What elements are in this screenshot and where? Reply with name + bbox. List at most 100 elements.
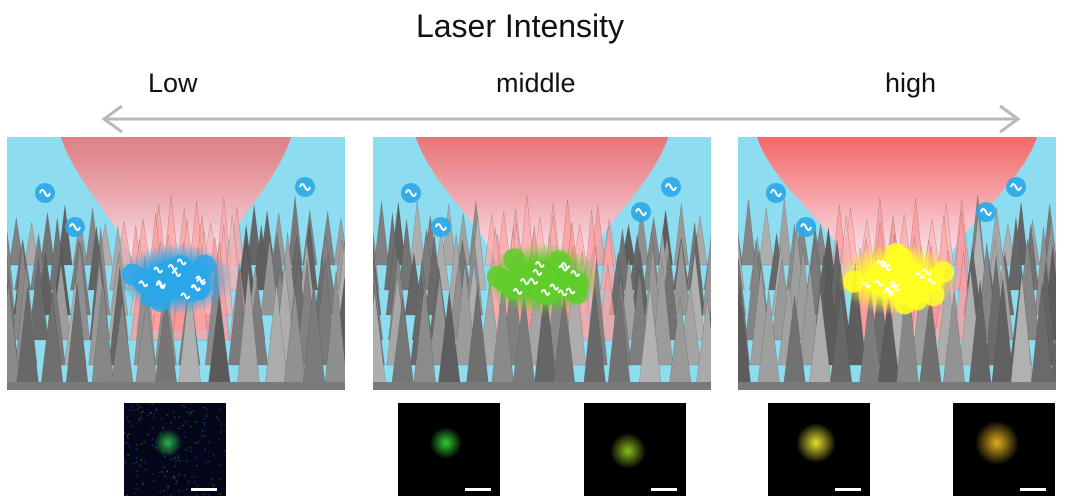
- noise-pixel: [178, 490, 180, 492]
- micrograph-low: [124, 403, 226, 496]
- molecule-blob: [906, 283, 928, 305]
- noise-pixel: [144, 461, 146, 463]
- noise-pixel: [196, 465, 198, 467]
- noise-pixel: [136, 449, 138, 451]
- noise-pixel: [186, 489, 188, 491]
- noise-pixel: [153, 417, 155, 419]
- noise-pixel: [218, 419, 220, 421]
- panel-middle: [373, 137, 711, 390]
- free-molecule: [431, 217, 451, 237]
- noise-pixel: [205, 448, 207, 450]
- noise-pixel: [166, 471, 168, 473]
- noise-pixel: [182, 405, 184, 407]
- noise-pixel: [126, 495, 128, 496]
- free-molecule: [65, 217, 85, 237]
- noise-pixel: [140, 459, 142, 461]
- noise-pixel: [142, 484, 144, 486]
- noise-pixel: [208, 495, 210, 496]
- noise-pixel: [124, 432, 126, 434]
- noise-pixel: [141, 443, 143, 445]
- noise-pixel: [184, 406, 186, 408]
- noise-pixel: [136, 462, 138, 464]
- fluorescence-spot: [430, 427, 462, 459]
- free-molecule: [796, 217, 816, 237]
- fluorescence-spot: [796, 423, 836, 463]
- noise-pixel: [136, 471, 138, 473]
- noise-pixel: [125, 462, 127, 464]
- noise-pixel: [182, 425, 184, 427]
- noise-pixel: [184, 475, 186, 477]
- noise-pixel: [171, 459, 173, 461]
- trapped-cluster: [119, 243, 234, 315]
- noise-pixel: [205, 462, 207, 464]
- noise-pixel: [202, 430, 204, 432]
- noise-pixel: [185, 436, 187, 438]
- noise-pixel: [213, 454, 215, 456]
- free-molecule: [976, 202, 996, 222]
- noise-pixel: [152, 438, 154, 440]
- noise-pixel: [162, 427, 164, 429]
- scale-bar: [835, 488, 861, 491]
- micrograph-middle-1-image: [398, 403, 500, 496]
- noise-pixel: [173, 477, 175, 479]
- noise-pixel: [139, 406, 141, 408]
- noise-pixel: [143, 482, 145, 484]
- free-molecule: [35, 183, 55, 203]
- noise-pixel: [177, 457, 179, 459]
- noise-pixel: [129, 446, 131, 448]
- noise-pixel: [187, 411, 189, 413]
- molecule-blob: [503, 248, 525, 270]
- noise-pixel: [127, 435, 129, 437]
- noise-pixel: [173, 476, 175, 478]
- noise-pixel: [156, 408, 158, 410]
- noise-pixel: [133, 410, 135, 412]
- substrate: [738, 382, 1056, 390]
- noise-pixel: [192, 410, 194, 412]
- noise-pixel: [141, 412, 143, 414]
- noise-pixel: [175, 466, 177, 468]
- noise-pixel: [208, 461, 210, 463]
- noise-pixel: [137, 404, 139, 406]
- noise-pixel: [127, 443, 129, 445]
- noise-pixel: [167, 414, 169, 416]
- noise-pixel: [185, 421, 187, 423]
- noise-pixel: [139, 420, 141, 422]
- panel-high: [738, 137, 1056, 390]
- noise-pixel: [191, 426, 193, 428]
- noise-pixel: [168, 486, 170, 488]
- noise-pixel: [170, 495, 172, 496]
- noise-pixel: [153, 480, 155, 482]
- noise-pixel: [140, 417, 142, 419]
- noise-pixel: [213, 485, 215, 487]
- noise-pixel: [159, 491, 161, 493]
- noise-pixel: [124, 442, 126, 444]
- micrograph-middle-1: [398, 403, 500, 496]
- noise-pixel: [136, 457, 138, 459]
- noise-pixel: [133, 463, 135, 465]
- noise-pixel: [140, 465, 142, 467]
- noise-pixel: [145, 469, 147, 471]
- noise-pixel: [197, 441, 199, 443]
- label-middle: middle: [496, 68, 576, 99]
- noise-pixel: [165, 476, 167, 478]
- noise-pixel: [188, 481, 190, 483]
- noise-pixel: [152, 427, 154, 429]
- scale-bar: [465, 488, 491, 491]
- free-molecule: [631, 202, 651, 222]
- noise-pixel: [177, 455, 179, 457]
- noise-pixel: [136, 475, 138, 477]
- noise-pixel: [190, 447, 192, 449]
- trapped-cluster: [837, 243, 957, 315]
- scale-bar: [1020, 488, 1046, 491]
- diagram-title: Laser Intensity: [0, 8, 1040, 45]
- noise-pixel: [147, 434, 149, 436]
- noise-pixel: [207, 408, 209, 410]
- substrate: [373, 382, 711, 390]
- scale-bar: [191, 488, 217, 491]
- noise-pixel: [147, 415, 149, 417]
- noise-pixel: [137, 484, 139, 486]
- noise-pixel: [137, 488, 139, 490]
- noise-pixel: [197, 484, 199, 486]
- free-molecule: [661, 177, 681, 197]
- noise-pixel: [204, 435, 206, 437]
